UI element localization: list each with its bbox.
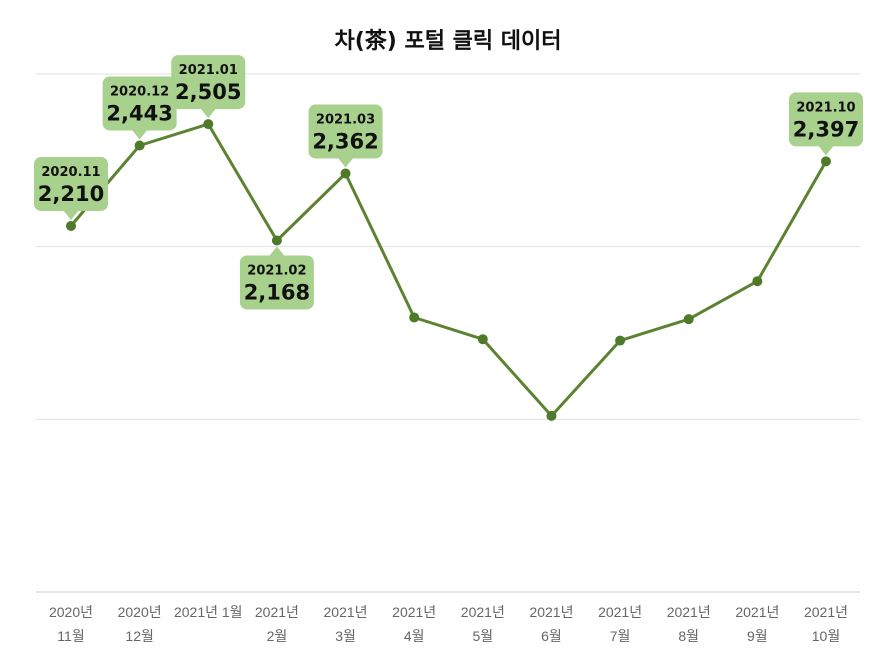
callout-date: 2020.12 [110, 84, 169, 99]
data-point [615, 335, 626, 346]
data-label-callout: 2020.12 2,443 [102, 76, 177, 140]
x-tick-label: 4월 [404, 628, 425, 644]
callout-date: 2021.03 [316, 112, 375, 127]
callout-date: 2021.10 [796, 100, 855, 115]
callout-value: 2,362 [312, 129, 378, 153]
callout-pointer [268, 246, 285, 257]
callout-value: 2,210 [38, 182, 104, 206]
x-tick-label: 2021년 [255, 604, 299, 620]
x-tick-label: 2021년 1월 [174, 604, 243, 620]
x-tick-label: 2월 [267, 628, 288, 644]
chart-title: 차(茶) 포털 클릭 데이터 [334, 29, 561, 54]
callout-box [239, 255, 314, 310]
data-point [477, 334, 488, 345]
data-point [752, 276, 763, 287]
callout-box [171, 55, 246, 110]
callout-pointer [818, 145, 834, 156]
callout-box [789, 92, 863, 147]
data-point [66, 220, 76, 231]
x-tick-label: 11월 [57, 628, 84, 644]
data-label-callout: 2021.01 2,505 [171, 55, 246, 119]
callout-box [34, 156, 108, 211]
x-tick-label: 10월 [812, 628, 840, 644]
callout-date: 2021.02 [247, 263, 306, 278]
callout-pointer [200, 108, 217, 119]
data-point [203, 119, 214, 130]
series-line [69, 122, 828, 418]
x-tick-label: 12월 [125, 628, 153, 644]
x-tick-label: 2021년 [529, 604, 573, 620]
x-tick-label: 3월 [335, 628, 356, 644]
x-tick-label: 2020년 [49, 604, 93, 620]
x-tick-label: 2021년 [804, 604, 848, 620]
data-point [821, 156, 831, 167]
callout-value: 2,443 [106, 101, 172, 125]
x-tick-label: 2021년 [392, 604, 436, 620]
callout-value: 2,168 [244, 280, 310, 304]
data-point [409, 312, 420, 323]
callout-value: 2,505 [175, 80, 241, 104]
data-label-callout: 2021.02 2,168 [239, 246, 314, 310]
callout-date: 2020.11 [41, 165, 100, 180]
data-point [271, 235, 282, 246]
callout-pointer [131, 129, 148, 140]
data-point [546, 410, 557, 421]
x-tick-label: 2021년 [667, 604, 711, 620]
data-label-callout: 2021.03 2,362 [308, 104, 383, 168]
callout-pointer [63, 209, 79, 220]
callout-date: 2021.01 [179, 63, 238, 78]
data-label-callout: 2021.10 2,397 [789, 92, 863, 156]
x-tick-label: 6월 [541, 628, 562, 644]
data-point [340, 168, 351, 179]
x-tick-label: 2021년 [598, 604, 642, 620]
callout-value: 2,397 [793, 117, 859, 141]
callout-box [102, 76, 177, 131]
callout-pointer [337, 157, 354, 168]
data-point [134, 140, 145, 151]
x-tick-label: 2021년 [461, 604, 505, 620]
x-tick-label: 7월 [610, 628, 631, 644]
x-tick-label: 2021년 [735, 604, 779, 620]
data-point [683, 314, 694, 325]
x-tick-label: 2021년 [324, 604, 368, 620]
x-tick-label: 2020년 [118, 604, 162, 620]
x-tick-label: 9월 [747, 628, 768, 644]
data-label-callout: 2020.11 2,210 [34, 156, 108, 220]
x-tick-label: 5월 [472, 628, 493, 644]
x-tick-label: 8월 [678, 628, 699, 644]
callout-box [308, 104, 383, 159]
